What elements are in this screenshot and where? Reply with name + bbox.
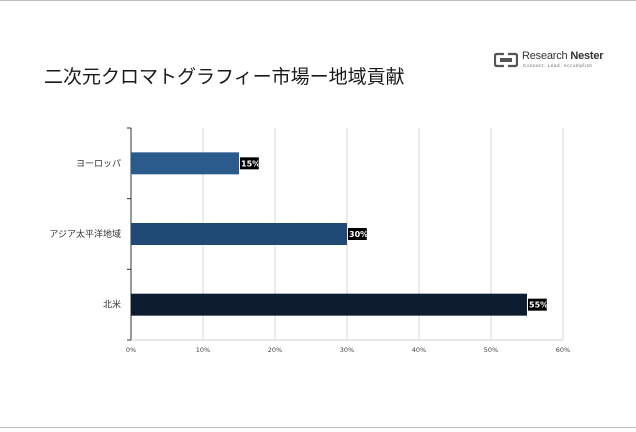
x-tick-label: 20%	[268, 346, 282, 354]
data-label-bg	[348, 228, 367, 240]
data-label-bg	[528, 298, 547, 311]
x-tick-label: 30%	[340, 346, 354, 354]
bar-1	[131, 152, 239, 175]
logo-brand-nester: Nester	[570, 50, 604, 62]
data-label: 30%	[349, 230, 368, 239]
data-label: 15%	[241, 159, 260, 168]
bottom-divider	[0, 427, 636, 428]
bar-2	[131, 223, 347, 245]
x-tick-label: 50%	[484, 346, 498, 354]
bar-3	[131, 293, 527, 316]
logo-brand: Research Nester	[522, 50, 604, 62]
x-tick-label: 10%	[196, 346, 210, 354]
data-label: 55%	[529, 301, 548, 310]
research-nester-logo: Research Nester Connect. Lead. Accomplis…	[494, 50, 604, 72]
logo-tagline: Connect. Lead. Accomplish	[523, 63, 593, 68]
x-tick-label: 60%	[556, 346, 570, 354]
top-divider	[0, 0, 636, 1]
data-label-bg	[240, 157, 259, 170]
x-tick-label: 40%	[412, 346, 426, 354]
logo-brand-research: Research	[522, 50, 571, 62]
category-label: 北米	[103, 299, 121, 311]
chart-title: 二次元クロマトグラフィー市場ー地域貢献	[44, 66, 405, 88]
logo-mark-icon	[494, 52, 518, 68]
category-label: アジア太平洋地域	[49, 228, 121, 240]
x-tick-label: 0%	[126, 346, 136, 354]
category-label: ヨーロッパ	[76, 158, 121, 169]
